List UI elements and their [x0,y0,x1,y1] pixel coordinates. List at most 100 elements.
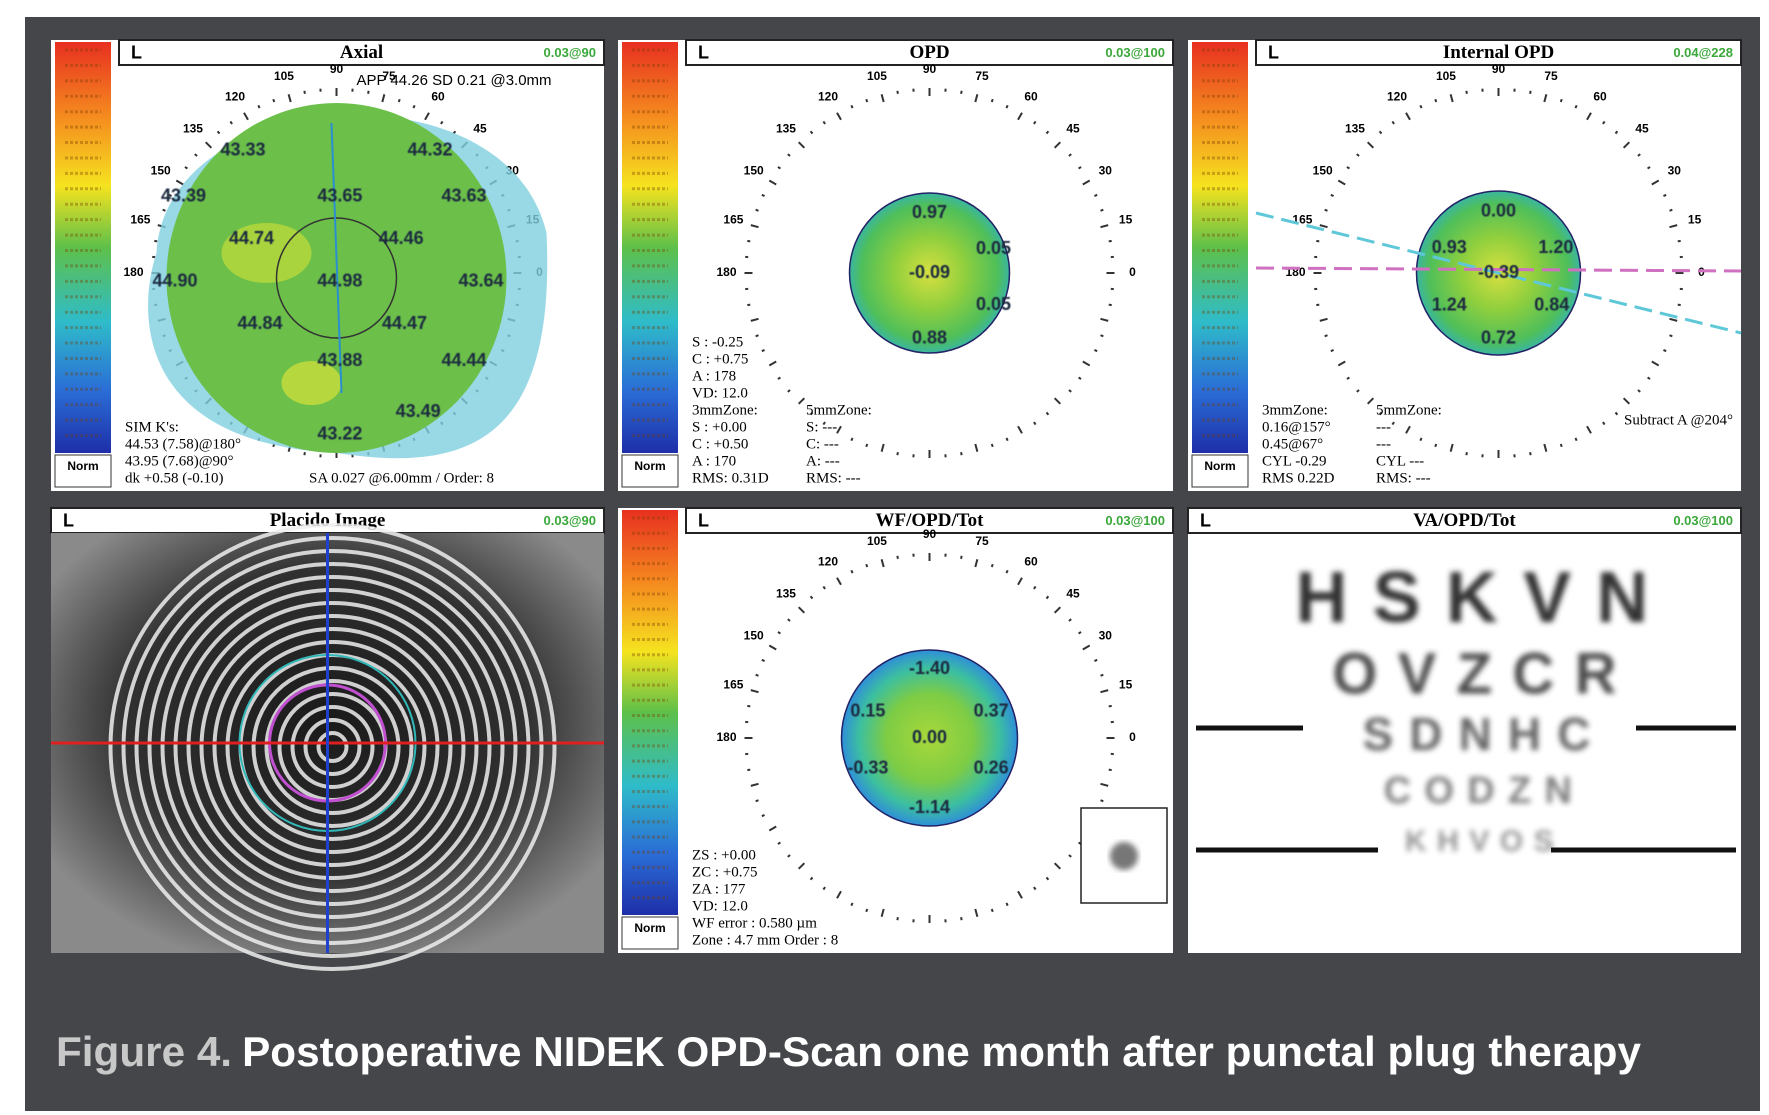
scale-label: 0.03@100 [1673,513,1733,528]
panel: NormLOPD0.03@100015304560759010512013515… [618,40,1173,491]
note: S: --- [806,419,837,435]
dial-tick [1109,770,1112,771]
panel: NormLInternal OPD0.04@228015304560759010… [1188,40,1741,491]
map-value: 43.88 [317,350,362,370]
dial-tick [185,167,187,169]
map-value: 44.84 [237,313,282,333]
dial-tick [1325,335,1328,336]
eye-label: L [1200,510,1211,530]
note: 5mmZone: [1376,402,1442,418]
dial-label: 150 [151,164,171,178]
dial-label: 150 [744,164,764,178]
dial-tick [866,909,867,912]
dial-label: 135 [183,122,203,136]
note: CYL --- [1376,453,1424,469]
dial-tick [1109,241,1112,242]
panel-title: VA/OPD/Tot [1413,510,1516,531]
dial-label: 165 [723,678,743,692]
note: --- [1376,419,1391,435]
dial-tick [756,335,759,336]
dial-label: 105 [1436,69,1456,83]
dial-label: 30 [1099,164,1113,178]
dial-label: 0 [1129,265,1136,279]
dial-label: 150 [744,629,764,643]
note: A : 170 [692,453,736,469]
map-value: 43.22 [317,423,362,443]
note: A : 178 [692,368,736,384]
note: 0.16@157° [1262,419,1331,435]
dial-label: 105 [867,534,887,548]
note: C : +0.50 [692,436,748,452]
color-scale [1192,42,1248,453]
caption-label: Figure 4. [56,1028,232,1075]
color-scale [622,510,678,915]
dial-label: 165 [130,213,150,227]
dial-tick [441,121,443,123]
map-value: 44.90 [152,270,197,290]
dial-tick [823,121,825,123]
dial-tick [747,770,750,771]
dial-tick [1331,195,1334,196]
note: dk +0.58 (-0.10) [125,470,223,486]
map-value: 43.64 [458,270,503,290]
dial-label: 135 [776,587,796,601]
note: Zone : 4.7 mm Order : 8 [692,932,838,948]
dial-tick [866,99,867,102]
dial-label: 30 [1099,629,1113,643]
dial-tick [1034,422,1036,424]
dial-label: 150 [1313,164,1333,178]
dial-label: 120 [225,89,245,103]
scale-label: 0.03@100 [1105,45,1165,60]
note: S : +0.00 [692,419,747,435]
header-note: APP 44.26 SD 0.21 @3.0mm [357,72,552,89]
dial-tick [1670,335,1673,336]
dial-tick [992,444,993,447]
norm-label: Norm [1204,459,1235,473]
dial-tick [1109,305,1112,306]
note: RMS 0.22D [1262,470,1335,486]
dial-label: 180 [716,730,736,744]
note: SA 0.027 @6.00mm / Order: 8 [309,470,494,486]
dial-label: 30 [1668,164,1682,178]
dial-tick [778,632,780,634]
note: 5mmZone: [806,402,872,418]
dial-tick [851,105,852,108]
map-value: 44.32 [407,139,452,159]
map-value: 1.20 [1538,237,1573,257]
dial-tick [1034,121,1036,123]
dial-tick [762,350,765,351]
map-value: 0.93 [1432,237,1467,257]
caption-text: Postoperative NIDEK OPD-Scan one month a… [242,1028,1642,1075]
eye-label: L [698,510,709,530]
dial-tick [304,91,305,94]
dial-tick [1347,167,1349,169]
note: C : +0.75 [692,351,748,367]
dial-tick [1420,105,1421,108]
map-value: -1.40 [909,658,950,678]
panel: NormLWF/OPD/Tot0.03@10001530456075901051… [618,508,1173,953]
note: 43.95 (7.68)@90° [125,453,234,469]
dial-tick [961,91,962,94]
dial-tick [1435,444,1436,447]
dial-tick [273,99,274,102]
dial-tick [1392,422,1394,424]
note: 0.45@67° [1262,436,1323,452]
dial-tick [230,121,232,123]
dial-tick [304,452,305,455]
dial-tick [154,241,157,242]
dial-tick [1101,335,1104,336]
caption: Figure 4.Postoperative NIDEK OPD-Scan on… [56,1028,1642,1075]
map-value: 43.39 [161,185,206,205]
map-value: 43.63 [441,185,486,205]
dial-tick [1678,241,1681,242]
map-value: 1.24 [1432,295,1467,315]
dial-label: 165 [723,213,743,227]
panel-title: OPD [909,42,949,63]
dial-label: 75 [975,69,989,83]
dial-tick [897,917,898,920]
dial-tick [1663,350,1666,351]
dial-tick [1561,99,1562,102]
map-value: 0.37 [974,700,1009,720]
dial-tick [851,903,852,906]
dial-tick [1435,99,1436,102]
